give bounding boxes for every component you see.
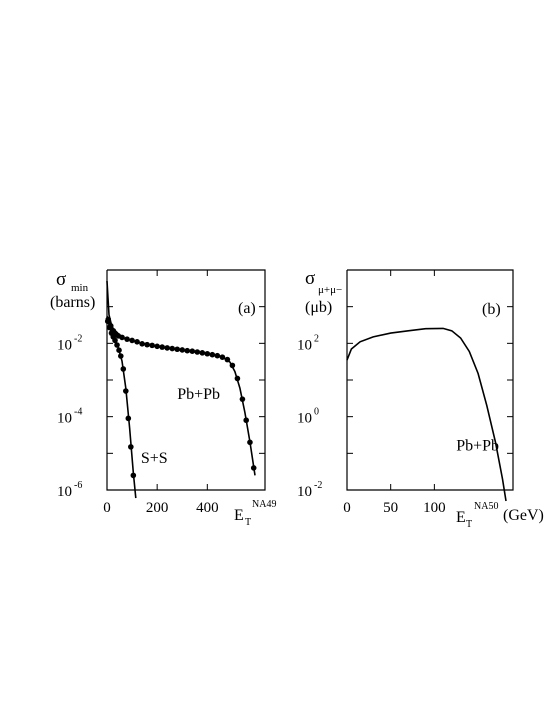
x-axis-subscript-b: T bbox=[466, 519, 472, 530]
data-point-pbpb-a bbox=[234, 375, 241, 382]
data-point-ss-a bbox=[125, 415, 132, 422]
data-point-ss-a bbox=[112, 337, 118, 344]
data-point-pbpb-a bbox=[184, 347, 191, 354]
x-tick-label-b: 100 bbox=[423, 500, 446, 516]
data-point-pbpb-a bbox=[169, 345, 176, 352]
series-curve-ss-a bbox=[106, 317, 137, 499]
data-point-pbpb-a bbox=[124, 336, 130, 342]
y-tick-exponent-a: -2 bbox=[74, 333, 82, 344]
y-axis-unit-a: (barns) bbox=[50, 294, 95, 311]
y-tick-label-b: 10 bbox=[297, 337, 312, 353]
data-point-pbpb-a bbox=[214, 352, 221, 359]
y-axis-title-b: σ μ+μ− (μb) bbox=[305, 268, 342, 316]
data-point-ss-a bbox=[104, 318, 111, 325]
data-point-pbpb-a bbox=[119, 334, 125, 341]
y-tick-label-a: 10 bbox=[57, 484, 72, 500]
panel-a: σ min (barns) (a) E T NA49 10 -210 -410 -60… bbox=[50, 269, 276, 528]
data-point-ss-a bbox=[120, 366, 127, 372]
y-tick-exponent-b: 0 bbox=[314, 407, 319, 418]
y-tick-label-b: 10 bbox=[297, 411, 312, 427]
y-tick-label-b: 10 bbox=[297, 484, 312, 500]
data-point-pbpb-a bbox=[250, 465, 257, 471]
data-point-ss-a bbox=[117, 353, 124, 359]
data-point-pbpb-a bbox=[224, 356, 231, 363]
data-point-pbpb-a bbox=[149, 342, 155, 349]
x-axis-superscript-b: NA50 bbox=[474, 501, 498, 512]
x-tick-label-a: 0 bbox=[103, 500, 111, 516]
y-axis-subscript-b: μ+μ− bbox=[318, 284, 342, 296]
data-point-pbpb-a bbox=[134, 339, 140, 345]
series-label-ss-a: S+S bbox=[141, 450, 168, 467]
series-label-pbpb-a: Pb+Pb bbox=[177, 386, 220, 403]
y-axis-subscript-a: min bbox=[71, 282, 89, 294]
panel-b: σ μ+μ− (μb) (b) E T NA50 (GeV) 10 210 010-… bbox=[297, 268, 544, 530]
data-point-pbpb-a bbox=[179, 347, 186, 353]
x-axis-superscript-a: NA49 bbox=[252, 499, 276, 510]
y-axis-symbol-b: σ bbox=[305, 268, 315, 289]
data-point-pbpb-a bbox=[239, 396, 246, 402]
data-point-pbpb-a bbox=[229, 362, 236, 369]
y-tick-label-a: 10 bbox=[57, 411, 72, 427]
panel-label-b: (b) bbox=[482, 301, 501, 318]
x-axis-title-b: E T NA50 (GeV) bbox=[456, 501, 544, 530]
y-tick-exponent-a: -6 bbox=[74, 480, 82, 491]
x-axis-subscript-a: T bbox=[245, 517, 251, 528]
y-axis-title-a: σ min (barns) bbox=[50, 269, 95, 311]
series-label-pbpb-b: Pb+Pb bbox=[456, 437, 499, 454]
data-point-pbpb-a bbox=[139, 341, 145, 347]
x-axis-unit-b: (GeV) bbox=[503, 507, 544, 524]
data-point-pbpb-a bbox=[199, 350, 206, 356]
data-point-pbpb-a bbox=[189, 348, 196, 355]
y-tick-label-a: 10 bbox=[57, 337, 72, 353]
data-point-pbpb-a bbox=[144, 341, 150, 348]
data-point-pbpb-a bbox=[174, 346, 181, 353]
x-axis-symbol-b: E bbox=[456, 509, 466, 526]
x-axis-symbol-a: E bbox=[234, 507, 244, 524]
data-point-pbpb-a bbox=[243, 417, 249, 424]
y-axis-unit-b: (μb) bbox=[305, 299, 332, 316]
data-point-ss-a bbox=[128, 444, 134, 450]
y-tick-exponent-a: -4 bbox=[74, 407, 82, 418]
data-point-pbpb-a bbox=[154, 343, 160, 350]
panel-label-a: (a) bbox=[238, 300, 256, 317]
data-point-ss-a bbox=[130, 472, 137, 479]
data-point-pbpb-a bbox=[204, 350, 211, 357]
data-point-ss-a bbox=[106, 324, 113, 331]
data-point-pbpb-a bbox=[247, 439, 253, 446]
data-point-ss-a bbox=[123, 388, 129, 394]
series-curve-pbpb-b bbox=[346, 327, 507, 502]
data-point-pbpb-a bbox=[209, 351, 216, 358]
x-tick-label-a: 400 bbox=[196, 500, 219, 516]
y-axis-symbol-a: σ bbox=[56, 269, 66, 290]
data-point-pbpb-a bbox=[164, 345, 170, 351]
x-tick-label-b: 50 bbox=[383, 500, 398, 516]
x-axis-title-a: E T NA49 bbox=[234, 499, 276, 528]
data-point-ss-a bbox=[114, 342, 120, 348]
data-point-pbpb-a bbox=[159, 344, 165, 350]
data-point-pbpb-a bbox=[129, 337, 135, 344]
x-tick-label-a: 200 bbox=[146, 500, 169, 516]
data-point-pbpb-a bbox=[194, 349, 201, 355]
x-tick-label-b: 0 bbox=[343, 500, 351, 516]
y-tick-exponent-b: 2 bbox=[314, 333, 319, 344]
data-point-pbpb-a bbox=[219, 354, 226, 360]
data-point-ss-a bbox=[116, 347, 122, 353]
y-tick-exponent-b: -2 bbox=[314, 480, 322, 491]
